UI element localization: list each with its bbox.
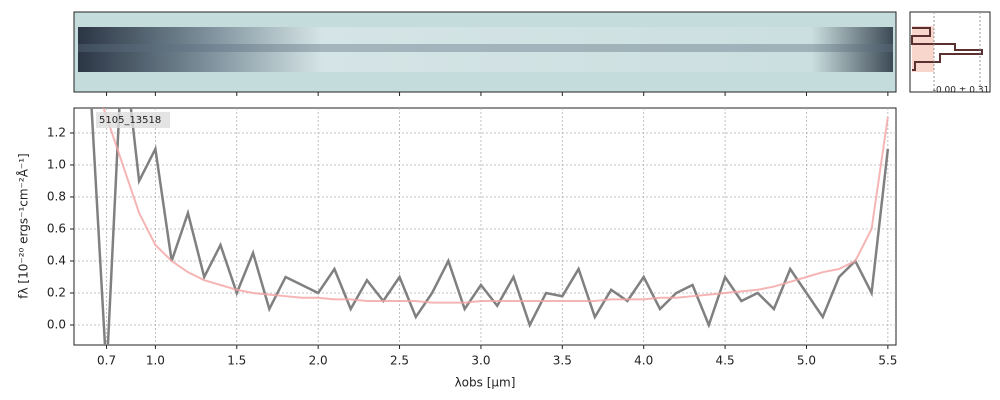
x-tick-label: 3.0 xyxy=(471,354,490,368)
x-tick-label: 5.5 xyxy=(878,354,897,368)
grid xyxy=(70,92,896,349)
y-tick-label: 1.2 xyxy=(47,125,66,139)
y-tick-label: 0.0 xyxy=(47,317,66,331)
profile-panel: -0.00 ± 0.31 xyxy=(909,11,991,96)
y-tick-label: 0.4 xyxy=(47,253,66,267)
x-tick-label: 3.5 xyxy=(553,354,572,368)
lines xyxy=(90,108,890,345)
x-tick-label: 2.0 xyxy=(309,354,328,368)
x-tick-label: 5.0 xyxy=(797,354,816,368)
profile-label: -0.00 ± 0.31 xyxy=(933,86,990,96)
x-tick-label: 0.7 xyxy=(97,354,116,368)
spectrum-2d xyxy=(73,11,897,93)
annotation: 5105_13518 xyxy=(99,115,161,126)
y-tick-label: 1.0 xyxy=(47,157,66,171)
x-tick-label: 4.0 xyxy=(634,354,653,368)
x-tick-label: 1.0 xyxy=(146,354,165,368)
y-axis-label: fλ [10⁻²⁰ ergs⁻¹cm⁻²Å⁻¹] xyxy=(16,153,31,298)
x-axis-label: λobs [µm] xyxy=(455,376,516,390)
series-line xyxy=(90,108,890,345)
y-tick-label: 0.6 xyxy=(47,221,66,235)
x-tick-label: 1.5 xyxy=(227,354,246,368)
y-tick-label: 0.8 xyxy=(47,189,66,203)
y-tick-label: 0.2 xyxy=(47,285,66,299)
annotation-box xyxy=(96,112,170,128)
plot-frame xyxy=(73,107,897,346)
x-tick-label: 2.5 xyxy=(390,354,409,368)
x-tick-label: 4.5 xyxy=(716,354,735,368)
series-line xyxy=(102,108,889,304)
